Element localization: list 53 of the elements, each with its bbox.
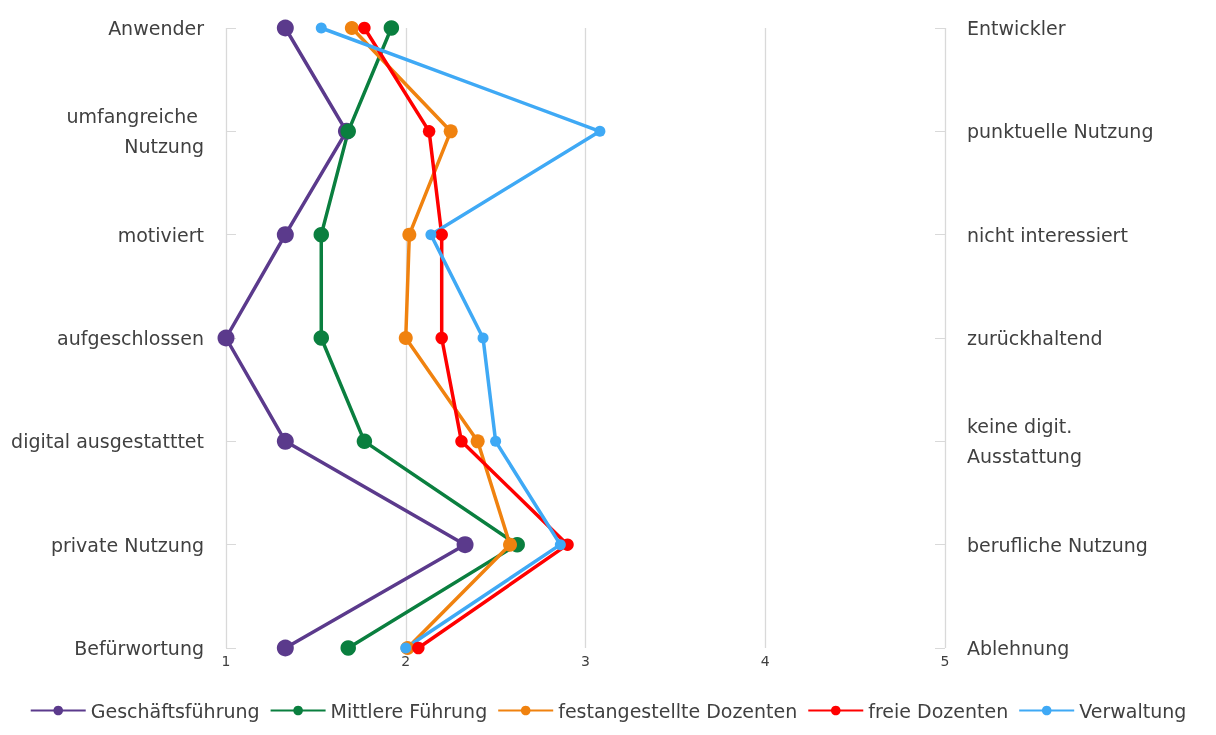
point <box>276 19 294 37</box>
y-tick-label: private Nutzung <box>50 533 204 556</box>
point <box>503 537 518 552</box>
point <box>313 330 330 346</box>
y2-tick-label: Entwickler <box>967 17 1066 39</box>
legend-label: Verwaltung <box>1079 699 1187 722</box>
y2-tick-label: zurückhaltend <box>967 327 1103 349</box>
point <box>356 433 373 450</box>
point <box>276 639 294 657</box>
point <box>217 329 235 347</box>
x-tick-label: 4 <box>760 653 770 669</box>
point <box>470 434 485 449</box>
point <box>276 226 294 244</box>
y-tick-label: aufgeschlossen <box>57 327 204 349</box>
x-tick-label: 1 <box>221 653 231 669</box>
point <box>412 641 425 655</box>
x-tick-label: 3 <box>581 653 590 669</box>
x-tick-label: 2 <box>401 653 411 669</box>
y-tick-label: Anwender <box>108 17 205 39</box>
point <box>383 20 400 36</box>
point <box>402 227 417 242</box>
point <box>477 332 489 344</box>
legend-label: Mittlere Führung <box>330 699 488 722</box>
point <box>455 435 468 448</box>
y-tick-label: motiviert <box>117 223 204 246</box>
point <box>340 640 356 656</box>
point <box>315 22 327 34</box>
point <box>435 228 448 241</box>
point <box>594 125 606 137</box>
y-tick-label: umfangreiche Nutzung <box>66 105 204 158</box>
y2-tick-label: berufliche Nutzung <box>967 533 1148 556</box>
legend-label: freie Dozenten <box>868 699 1009 722</box>
point <box>422 125 436 138</box>
x-tick-label: 5 <box>940 653 950 669</box>
point <box>490 435 502 447</box>
legend-label: Geschäftsführung <box>90 699 260 722</box>
y-tick-label: Befürwortung <box>74 637 204 659</box>
y2-tick-label: Ablehnung <box>967 637 1070 659</box>
legend-label: festangestellte Dozenten <box>558 699 798 722</box>
y-tick-label: digital ausgestatttet <box>11 430 204 453</box>
y2-tick-label: keine digit. Ausstattung <box>967 415 1082 468</box>
point <box>456 536 474 554</box>
point <box>398 331 413 345</box>
point <box>344 21 359 35</box>
y2-tick-label: nicht interessiert <box>967 223 1128 246</box>
point <box>358 21 371 35</box>
y2-tick-label: punktuelle Nutzung <box>967 120 1154 143</box>
point <box>425 229 437 241</box>
point <box>554 539 566 551</box>
point <box>313 226 330 243</box>
point <box>443 124 458 139</box>
point <box>435 331 448 345</box>
point <box>276 432 294 450</box>
